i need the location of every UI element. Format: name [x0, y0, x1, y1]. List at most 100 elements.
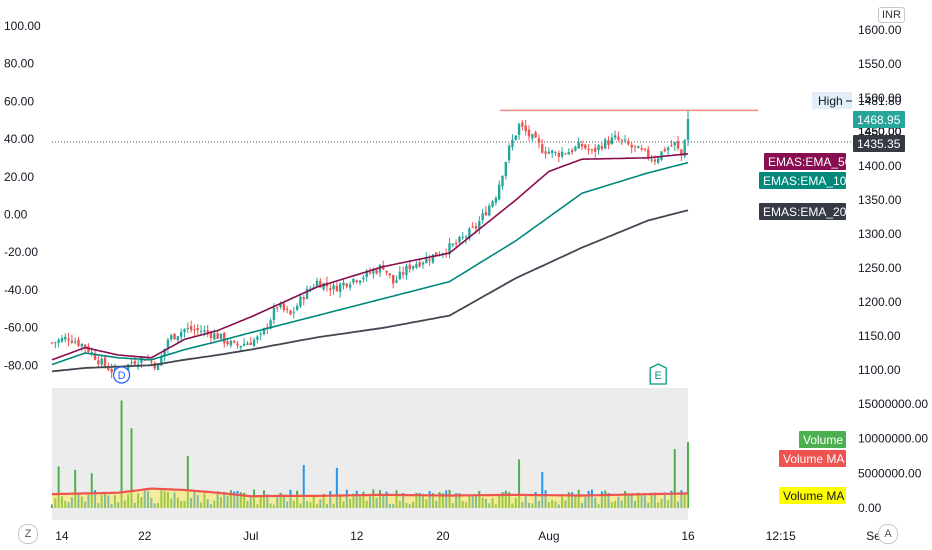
volume-bar — [137, 493, 140, 508]
volume-bar — [107, 495, 110, 508]
candle-body — [660, 151, 663, 160]
volume-bar — [488, 503, 491, 508]
candle-body — [613, 135, 617, 138]
price-axis-tick: 1350.00 — [858, 193, 902, 207]
candle-body — [517, 123, 521, 135]
crosshair-price-tag: 1435.35 — [853, 135, 905, 152]
volume-bar — [660, 498, 663, 508]
event-marker[interactable]: D — [112, 366, 131, 384]
candle-body — [64, 336, 67, 340]
candle-body — [209, 333, 213, 339]
volume-bar — [673, 449, 676, 508]
volume-bar — [272, 504, 275, 508]
volume-bar — [448, 489, 451, 508]
candle-body — [627, 140, 630, 145]
volume-bar — [375, 498, 378, 508]
candle-body — [607, 140, 610, 145]
volume-bar — [607, 493, 610, 508]
volume-bar — [392, 504, 395, 508]
candle-body — [279, 303, 282, 308]
volume-bar — [557, 504, 560, 508]
candle-body — [395, 280, 398, 283]
volume-bar — [369, 495, 371, 508]
volume-bar — [564, 500, 567, 508]
volume-bar — [276, 495, 279, 508]
volume-bar — [567, 492, 570, 508]
volume-bar — [176, 497, 179, 508]
volume-bar — [352, 493, 355, 508]
volume-bar — [233, 491, 236, 508]
volume-bar — [425, 499, 428, 508]
time-axis-tick: 12 — [350, 529, 364, 543]
volume-bar — [617, 496, 620, 508]
volume-bar — [372, 489, 375, 508]
candle-body — [673, 142, 676, 146]
volume-bar — [624, 491, 627, 508]
volume-bar — [415, 492, 418, 508]
candle-body — [411, 265, 415, 269]
candle-body — [597, 145, 600, 151]
candle-body — [150, 361, 153, 363]
left-axis-tick: 60.00 — [4, 94, 34, 108]
candle-body — [130, 362, 133, 364]
volume-bar — [322, 493, 325, 508]
volume-bar — [627, 493, 630, 508]
svg-text:Volume MA: Volume MA — [783, 452, 844, 466]
svg-text:1435.35: 1435.35 — [857, 137, 901, 151]
candle-body — [285, 308, 289, 310]
candle-body — [580, 144, 584, 147]
candle-body — [57, 339, 60, 343]
volume-bar — [494, 504, 497, 508]
candle-body — [683, 140, 686, 157]
scale-button-a[interactable]: A — [878, 524, 898, 544]
volume-bar — [647, 502, 650, 508]
candle-body — [90, 352, 93, 354]
volume-bar — [670, 490, 673, 508]
candle-body — [295, 305, 299, 311]
volume-bar — [594, 497, 597, 508]
volume-bar — [213, 500, 216, 508]
volume-bar — [518, 459, 521, 508]
candle-body — [531, 134, 534, 139]
price-axis-tick: 1150.00 — [858, 329, 901, 343]
candle-body — [521, 122, 524, 127]
volume-bar — [458, 493, 461, 508]
volume-bar — [309, 502, 312, 508]
candle-body — [315, 280, 319, 287]
candle-body — [680, 149, 683, 156]
candle-body — [547, 151, 551, 154]
svg-text:Volume: Volume — [803, 433, 843, 447]
volume-bar — [455, 493, 458, 508]
volume-bar — [120, 400, 123, 508]
svg-text:High: High — [818, 94, 843, 108]
volume-bar — [77, 494, 80, 508]
candle-body — [560, 151, 564, 157]
volume-bar — [683, 492, 686, 508]
volume-bar — [524, 495, 527, 508]
candle-body — [391, 274, 395, 284]
volume-bar — [153, 503, 156, 508]
volume-bar — [511, 503, 514, 508]
candle-body — [203, 330, 206, 332]
currency-label[interactable]: INR — [878, 7, 905, 23]
volume-bar — [246, 501, 249, 508]
candle-body — [481, 213, 484, 221]
event-marker[interactable]: E — [649, 363, 667, 385]
left-axis-tick: -60.00 — [4, 321, 38, 335]
candle-body — [451, 243, 455, 246]
scale-button-z[interactable]: Z — [18, 524, 38, 544]
volume-bar — [590, 489, 593, 508]
candle-body — [501, 175, 504, 187]
volume-bar — [173, 492, 176, 508]
volume-bar — [534, 492, 537, 508]
svg-text:Volume MA: Volume MA — [783, 489, 844, 503]
time-axis-tick: 22 — [138, 529, 152, 543]
volume-bar — [547, 502, 550, 508]
volume-axis-tick: 10000000.00 — [858, 432, 928, 446]
volume-bar — [408, 504, 411, 508]
candle-body — [382, 265, 385, 270]
left-axis-tick: -40.00 — [4, 283, 38, 297]
candle-body — [617, 136, 620, 140]
volume-bar — [554, 501, 557, 508]
